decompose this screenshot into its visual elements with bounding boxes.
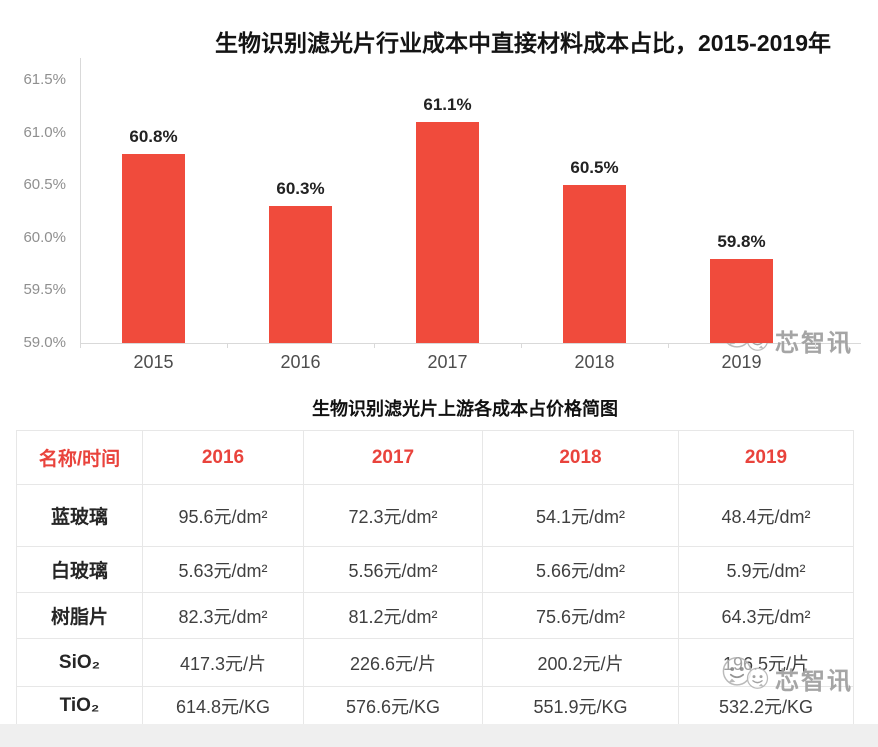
value-cell: 226.6元/片	[303, 638, 483, 687]
watermark-text: 芯智讯	[775, 668, 853, 695]
row-label-cell: TiO₂	[16, 686, 143, 725]
header-cell-year: 2019	[678, 430, 854, 485]
upstream-cost-price-table: 名称/时间 2016 2017 2018 2019 蓝玻璃 95.6元/dm² 72.3元/d…	[16, 430, 854, 725]
axis-tick	[227, 343, 228, 348]
axis-tick	[80, 343, 81, 348]
axis-tick	[815, 343, 816, 348]
bar-value-label: 60.3%	[276, 179, 325, 199]
watermark-text: 芯智讯	[775, 330, 853, 357]
header-cell-year: 2017	[303, 430, 483, 485]
value-cell: 48.4元/dm²	[678, 484, 854, 547]
value-cell: 417.3元/片	[142, 638, 304, 687]
bar-value-label: 60.8%	[129, 126, 178, 146]
chat-bubble-smiley-icon-small	[746, 667, 769, 689]
table-row: 蓝玻璃 95.6元/dm² 72.3元/dm² 54.1元/dm² 48.4元/dm²	[16, 484, 854, 547]
axis-tick	[668, 343, 669, 348]
watermark-xinzhixun-2: 芯智讯	[720, 656, 853, 696]
x-axis-label: 2016	[280, 352, 321, 372]
bar-2017	[416, 122, 479, 343]
value-cell: 75.6元/dm²	[482, 592, 679, 639]
y-axis-tick-label: 60.5%	[23, 176, 66, 194]
y-axis-tick-label: 60.0%	[23, 228, 66, 246]
header-cell-name-time: 名称/时间	[16, 430, 143, 485]
y-axis-tick-label: 61.0%	[23, 123, 66, 141]
row-label-cell: 树脂片	[16, 592, 143, 639]
plot-area	[80, 58, 861, 344]
material-cost-bar-chart: 生物识别滤光片行业成本中直接材料成本占比，2015-2019年 芯智讯 61.5…	[23, 30, 861, 372]
table-row: TiO₂ 614.8元/KG 576.6元/KG 551.9元/KG 532.2元/KG	[16, 686, 854, 725]
header-cell-year: 2016	[142, 430, 304, 485]
row-label-cell: 白玻璃	[16, 546, 143, 593]
table-title: 生物识别滤光片上游各成本占价格简图	[312, 399, 618, 419]
x-axis-label: 2015	[133, 352, 174, 372]
value-cell: 95.6元/dm²	[142, 484, 304, 547]
value-cell: 81.2元/dm²	[303, 592, 483, 639]
value-cell: 72.3元/dm²	[303, 484, 483, 547]
value-cell: 5.63元/dm²	[142, 546, 304, 593]
table-row: 白玻璃 5.63元/dm² 5.56元/dm² 5.66元/dm² 5.9元/dm²	[16, 546, 854, 593]
bar-2016	[269, 206, 332, 343]
value-cell: 64.3元/dm²	[678, 592, 854, 639]
axis-tick	[521, 343, 522, 348]
bar-value-label: 60.5%	[570, 158, 619, 178]
axis-tick	[374, 343, 375, 348]
value-cell: 5.56元/dm²	[303, 546, 483, 593]
row-label-cell: 蓝玻璃	[16, 484, 143, 547]
y-axis-tick-label: 59.5%	[23, 281, 66, 299]
x-axis-label: 2018	[574, 352, 615, 372]
bar-value-label: 59.8%	[717, 231, 766, 251]
y-axis-tick-label: 61.5%	[23, 71, 66, 88]
bar-value-label: 61.1%	[423, 95, 472, 115]
bar-2015	[122, 153, 185, 343]
table-row: 树脂片 82.3元/dm² 81.2元/dm² 75.6元/dm² 64.3元/dm²	[16, 592, 854, 639]
value-cell: 551.9元/KG	[482, 686, 679, 725]
value-cell: 614.8元/KG	[142, 686, 304, 725]
bar-2018	[563, 185, 626, 343]
footer-strip	[0, 724, 878, 747]
row-label-cell: SiO₂	[16, 638, 143, 687]
value-cell: 5.66元/dm²	[482, 546, 679, 593]
header-cell-year: 2018	[482, 430, 679, 485]
value-cell: 5.9元/dm²	[678, 546, 854, 593]
value-cell: 532.2元/KG	[678, 686, 854, 725]
value-cell: 200.2元/片	[482, 638, 679, 687]
x-axis-label: 2017	[427, 352, 468, 372]
x-axis-label: 2019	[721, 352, 762, 372]
table-row: SiO₂ 417.3元/片 226.6元/片 200.2元/片 196.5元/片	[16, 638, 854, 687]
value-cell: 54.1元/dm²	[482, 484, 679, 547]
y-axis-tick-label: 59.0%	[23, 334, 66, 351]
bar-2019	[710, 258, 773, 343]
value-cell: 82.3元/dm²	[142, 592, 304, 639]
value-cell: 576.6元/KG	[303, 686, 483, 725]
chart-title: 生物识别滤光片行业成本中直接材料成本占比，2015-2019年	[215, 30, 831, 56]
